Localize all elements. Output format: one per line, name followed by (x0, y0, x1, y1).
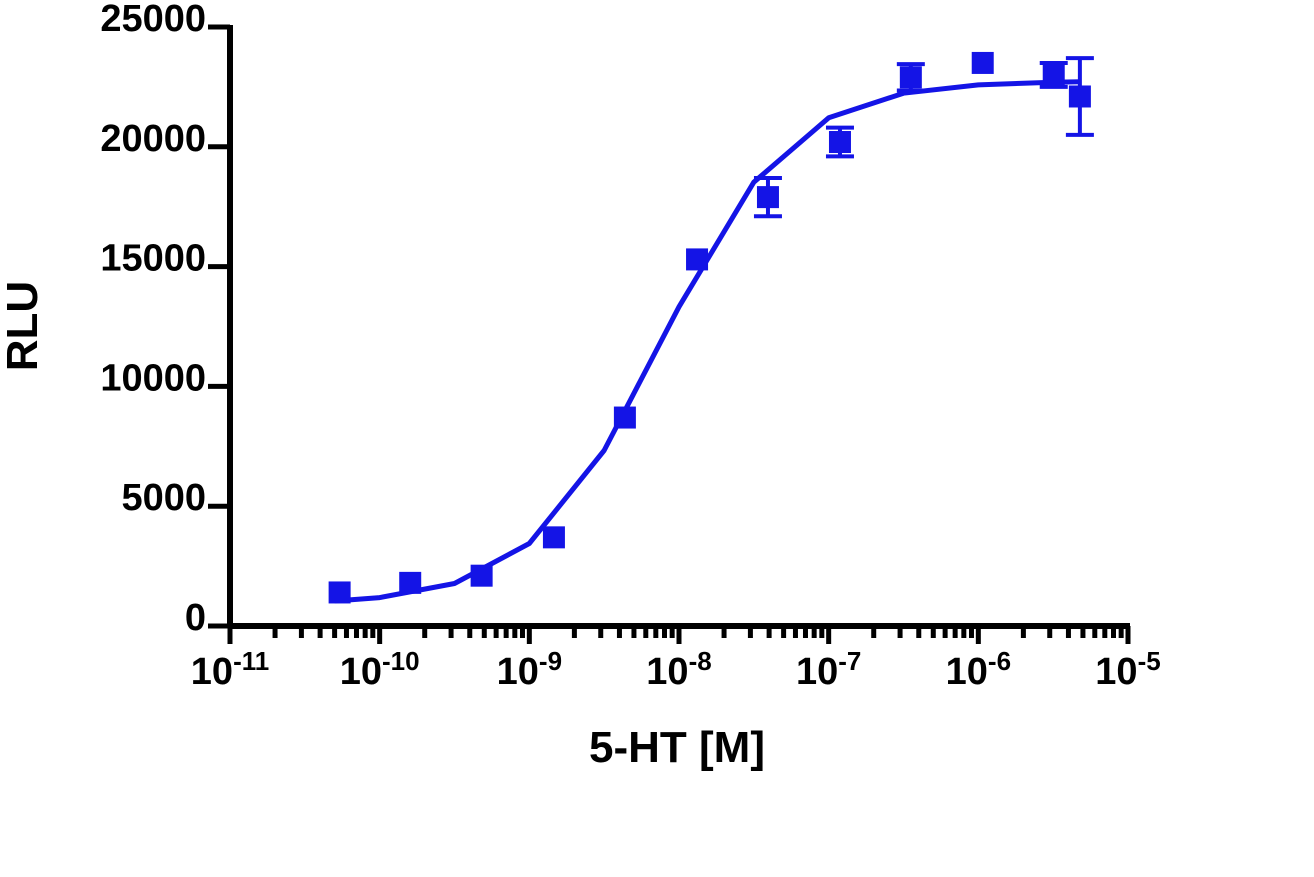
x-tick-exponent: -9 (539, 646, 562, 676)
data-point (828, 131, 851, 154)
data-point (899, 66, 922, 89)
x-tick-base: 10 (191, 651, 233, 693)
x-tick-exponent: -8 (689, 646, 712, 676)
data-point (399, 571, 422, 594)
y-tick-label: 25000 (100, 0, 206, 40)
data-point (686, 248, 709, 271)
x-tick-base: 10 (1095, 651, 1137, 693)
data-point (470, 564, 493, 587)
data-point (1042, 63, 1065, 86)
x-tick-label: 10-9 (497, 646, 562, 693)
x-tick-exponent: -7 (838, 646, 861, 676)
x-tick-label: 10-8 (646, 646, 711, 693)
y-tick-label: 10000 (100, 357, 206, 399)
x-tick-exponent: -10 (382, 646, 420, 676)
x-tick-base: 10 (340, 651, 382, 693)
y-tick-label: 15000 (100, 238, 206, 280)
x-tick-base: 10 (646, 651, 688, 693)
fit-curve (334, 79, 1081, 604)
data-point (613, 406, 636, 429)
x-tick-exponent: -5 (1138, 646, 1161, 676)
data-point (971, 51, 994, 74)
data-point (756, 186, 779, 209)
x-tick-base: 10 (796, 651, 838, 693)
x-axis-title: 5-HT [M] (589, 723, 765, 772)
y-tick-label: 20000 (100, 118, 206, 160)
x-tick-exponent: -6 (988, 646, 1011, 676)
x-tick-label: 10-6 (946, 646, 1011, 693)
x-tick-base: 10 (497, 651, 539, 693)
x-tick-label: 10-11 (191, 646, 269, 693)
data-point (1068, 85, 1091, 108)
x-tick-label: 10-5 (1095, 646, 1160, 693)
x-tick-base: 10 (946, 651, 988, 693)
x-tick-label: 10-10 (340, 646, 420, 693)
y-tick-label: 5000 (121, 477, 206, 519)
y-axis-title: RLU (0, 281, 47, 371)
data-point (328, 581, 351, 604)
y-tick-label: 0 (185, 597, 206, 639)
x-tick-label: 10-7 (796, 646, 861, 693)
data-point (542, 526, 565, 549)
x-tick-exponent: -11 (233, 646, 269, 676)
